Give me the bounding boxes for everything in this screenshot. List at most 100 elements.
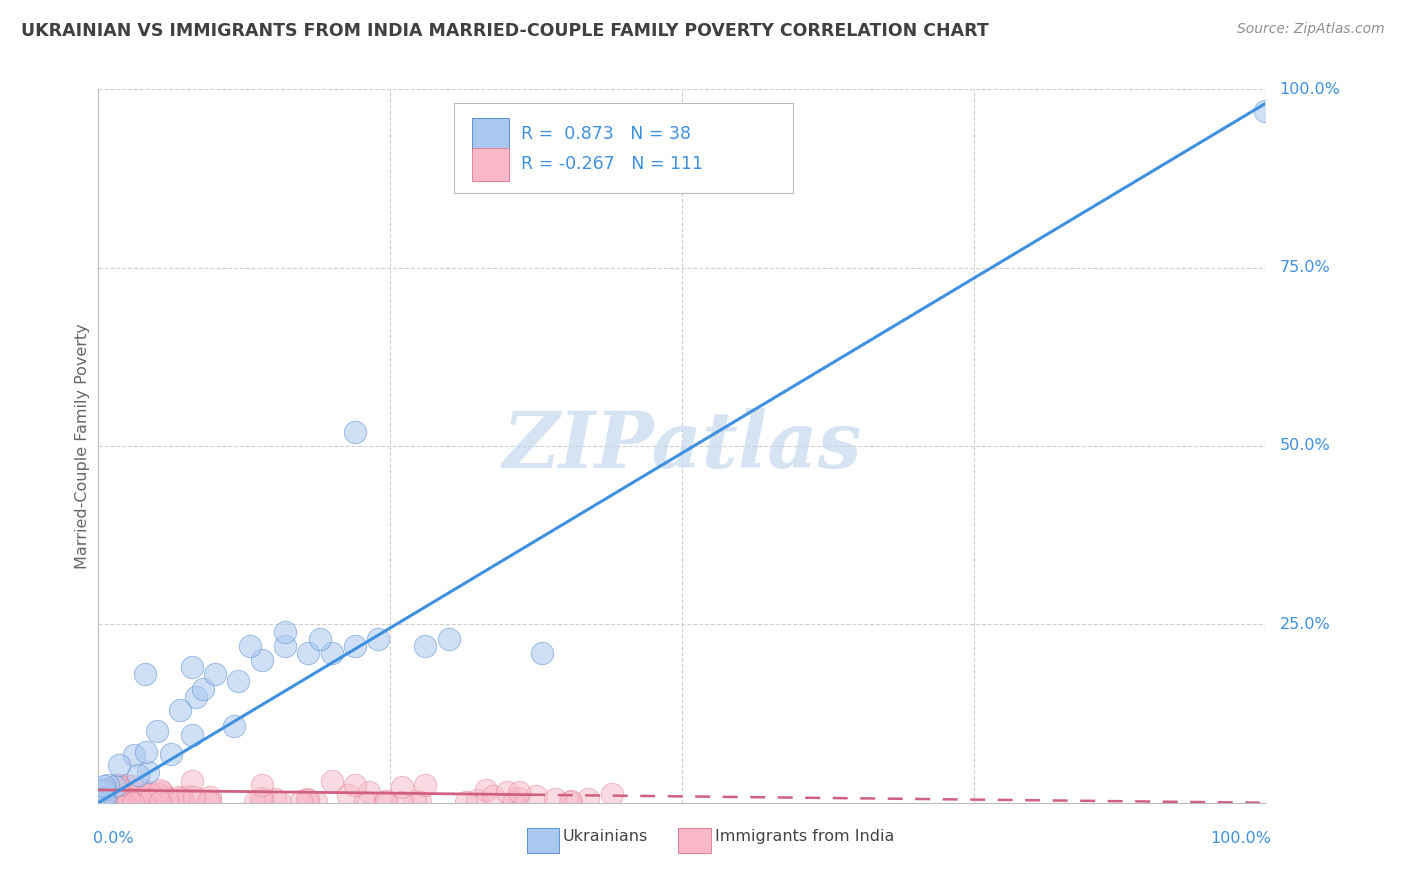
Point (94, 790, 117, 805)
Point (105, 793, 128, 807)
Point (391, 780, 413, 794)
Text: 50.0%: 50.0% (1279, 439, 1330, 453)
Text: 75.0%: 75.0% (1279, 260, 1330, 275)
Point (250, 653, 273, 667)
Point (91, 791, 114, 805)
Point (96, 795, 118, 809)
Point (94, 790, 117, 805)
Point (508, 790, 530, 805)
Point (108, 791, 131, 805)
Point (274, 624, 297, 639)
Point (112, 795, 135, 809)
Point (103, 794, 125, 808)
Point (502, 795, 524, 809)
Point (180, 728, 202, 742)
Point (138, 785, 160, 799)
Point (409, 795, 432, 809)
Point (112, 789, 135, 804)
Point (155, 790, 177, 805)
Point (142, 795, 165, 809)
Point (321, 646, 343, 660)
Point (375, 794, 398, 808)
Point (122, 748, 145, 763)
Point (309, 632, 332, 646)
Point (269, 795, 291, 809)
Point (100, 795, 122, 809)
Point (146, 724, 169, 739)
Point (97, 793, 120, 807)
Point (108, 781, 131, 796)
Point (134, 667, 156, 681)
Point (167, 789, 190, 804)
Point (186, 690, 208, 704)
Point (560, 794, 582, 808)
Point (93, 784, 115, 798)
Point (148, 795, 170, 809)
Point (103, 792, 125, 806)
Point (90, 796, 112, 810)
Point (135, 745, 157, 759)
Point (1254, 103, 1277, 118)
Point (413, 778, 436, 792)
Point (94, 794, 117, 808)
FancyBboxPatch shape (527, 828, 560, 854)
Point (90, 795, 112, 809)
Point (481, 789, 503, 803)
Text: R =  0.873   N = 38: R = 0.873 N = 38 (520, 125, 690, 143)
Point (136, 765, 159, 780)
Point (111, 794, 134, 808)
Point (344, 425, 367, 439)
FancyBboxPatch shape (679, 828, 711, 854)
FancyBboxPatch shape (472, 148, 509, 180)
Point (508, 785, 530, 799)
Point (118, 794, 141, 808)
FancyBboxPatch shape (454, 103, 793, 193)
Point (124, 792, 146, 806)
Point (93, 779, 115, 793)
Point (200, 790, 222, 805)
Point (104, 779, 127, 793)
Point (108, 758, 131, 772)
Point (180, 660, 202, 674)
Point (129, 781, 152, 796)
Point (93, 790, 115, 805)
Point (274, 639, 297, 653)
Point (138, 791, 160, 805)
Point (138, 787, 160, 801)
Point (121, 796, 143, 810)
Point (139, 796, 162, 810)
Point (200, 795, 222, 809)
Point (576, 791, 599, 805)
Point (159, 747, 181, 761)
Y-axis label: Married-Couple Family Poverty: Married-Couple Family Poverty (75, 323, 90, 569)
Point (121, 779, 143, 793)
Point (93, 792, 115, 806)
Point (250, 778, 273, 792)
Point (127, 767, 149, 781)
Point (526, 789, 548, 804)
Point (101, 789, 124, 804)
Point (321, 774, 343, 789)
Point (224, 719, 246, 733)
Point (114, 790, 136, 805)
Point (97, 782, 120, 797)
Point (530, 646, 553, 660)
Text: Ukrainians: Ukrainians (562, 829, 648, 844)
Point (357, 785, 380, 799)
Point (179, 789, 201, 803)
FancyBboxPatch shape (472, 118, 509, 151)
Point (413, 639, 436, 653)
Point (228, 674, 250, 689)
Point (131, 791, 153, 805)
Point (354, 795, 377, 809)
Point (89, 795, 111, 809)
Point (180, 774, 202, 789)
Point (456, 795, 478, 809)
Point (391, 795, 413, 809)
Point (150, 789, 173, 804)
Point (173, 795, 195, 809)
Point (115, 793, 138, 807)
Point (558, 795, 581, 809)
Point (250, 791, 273, 805)
Point (204, 667, 226, 681)
